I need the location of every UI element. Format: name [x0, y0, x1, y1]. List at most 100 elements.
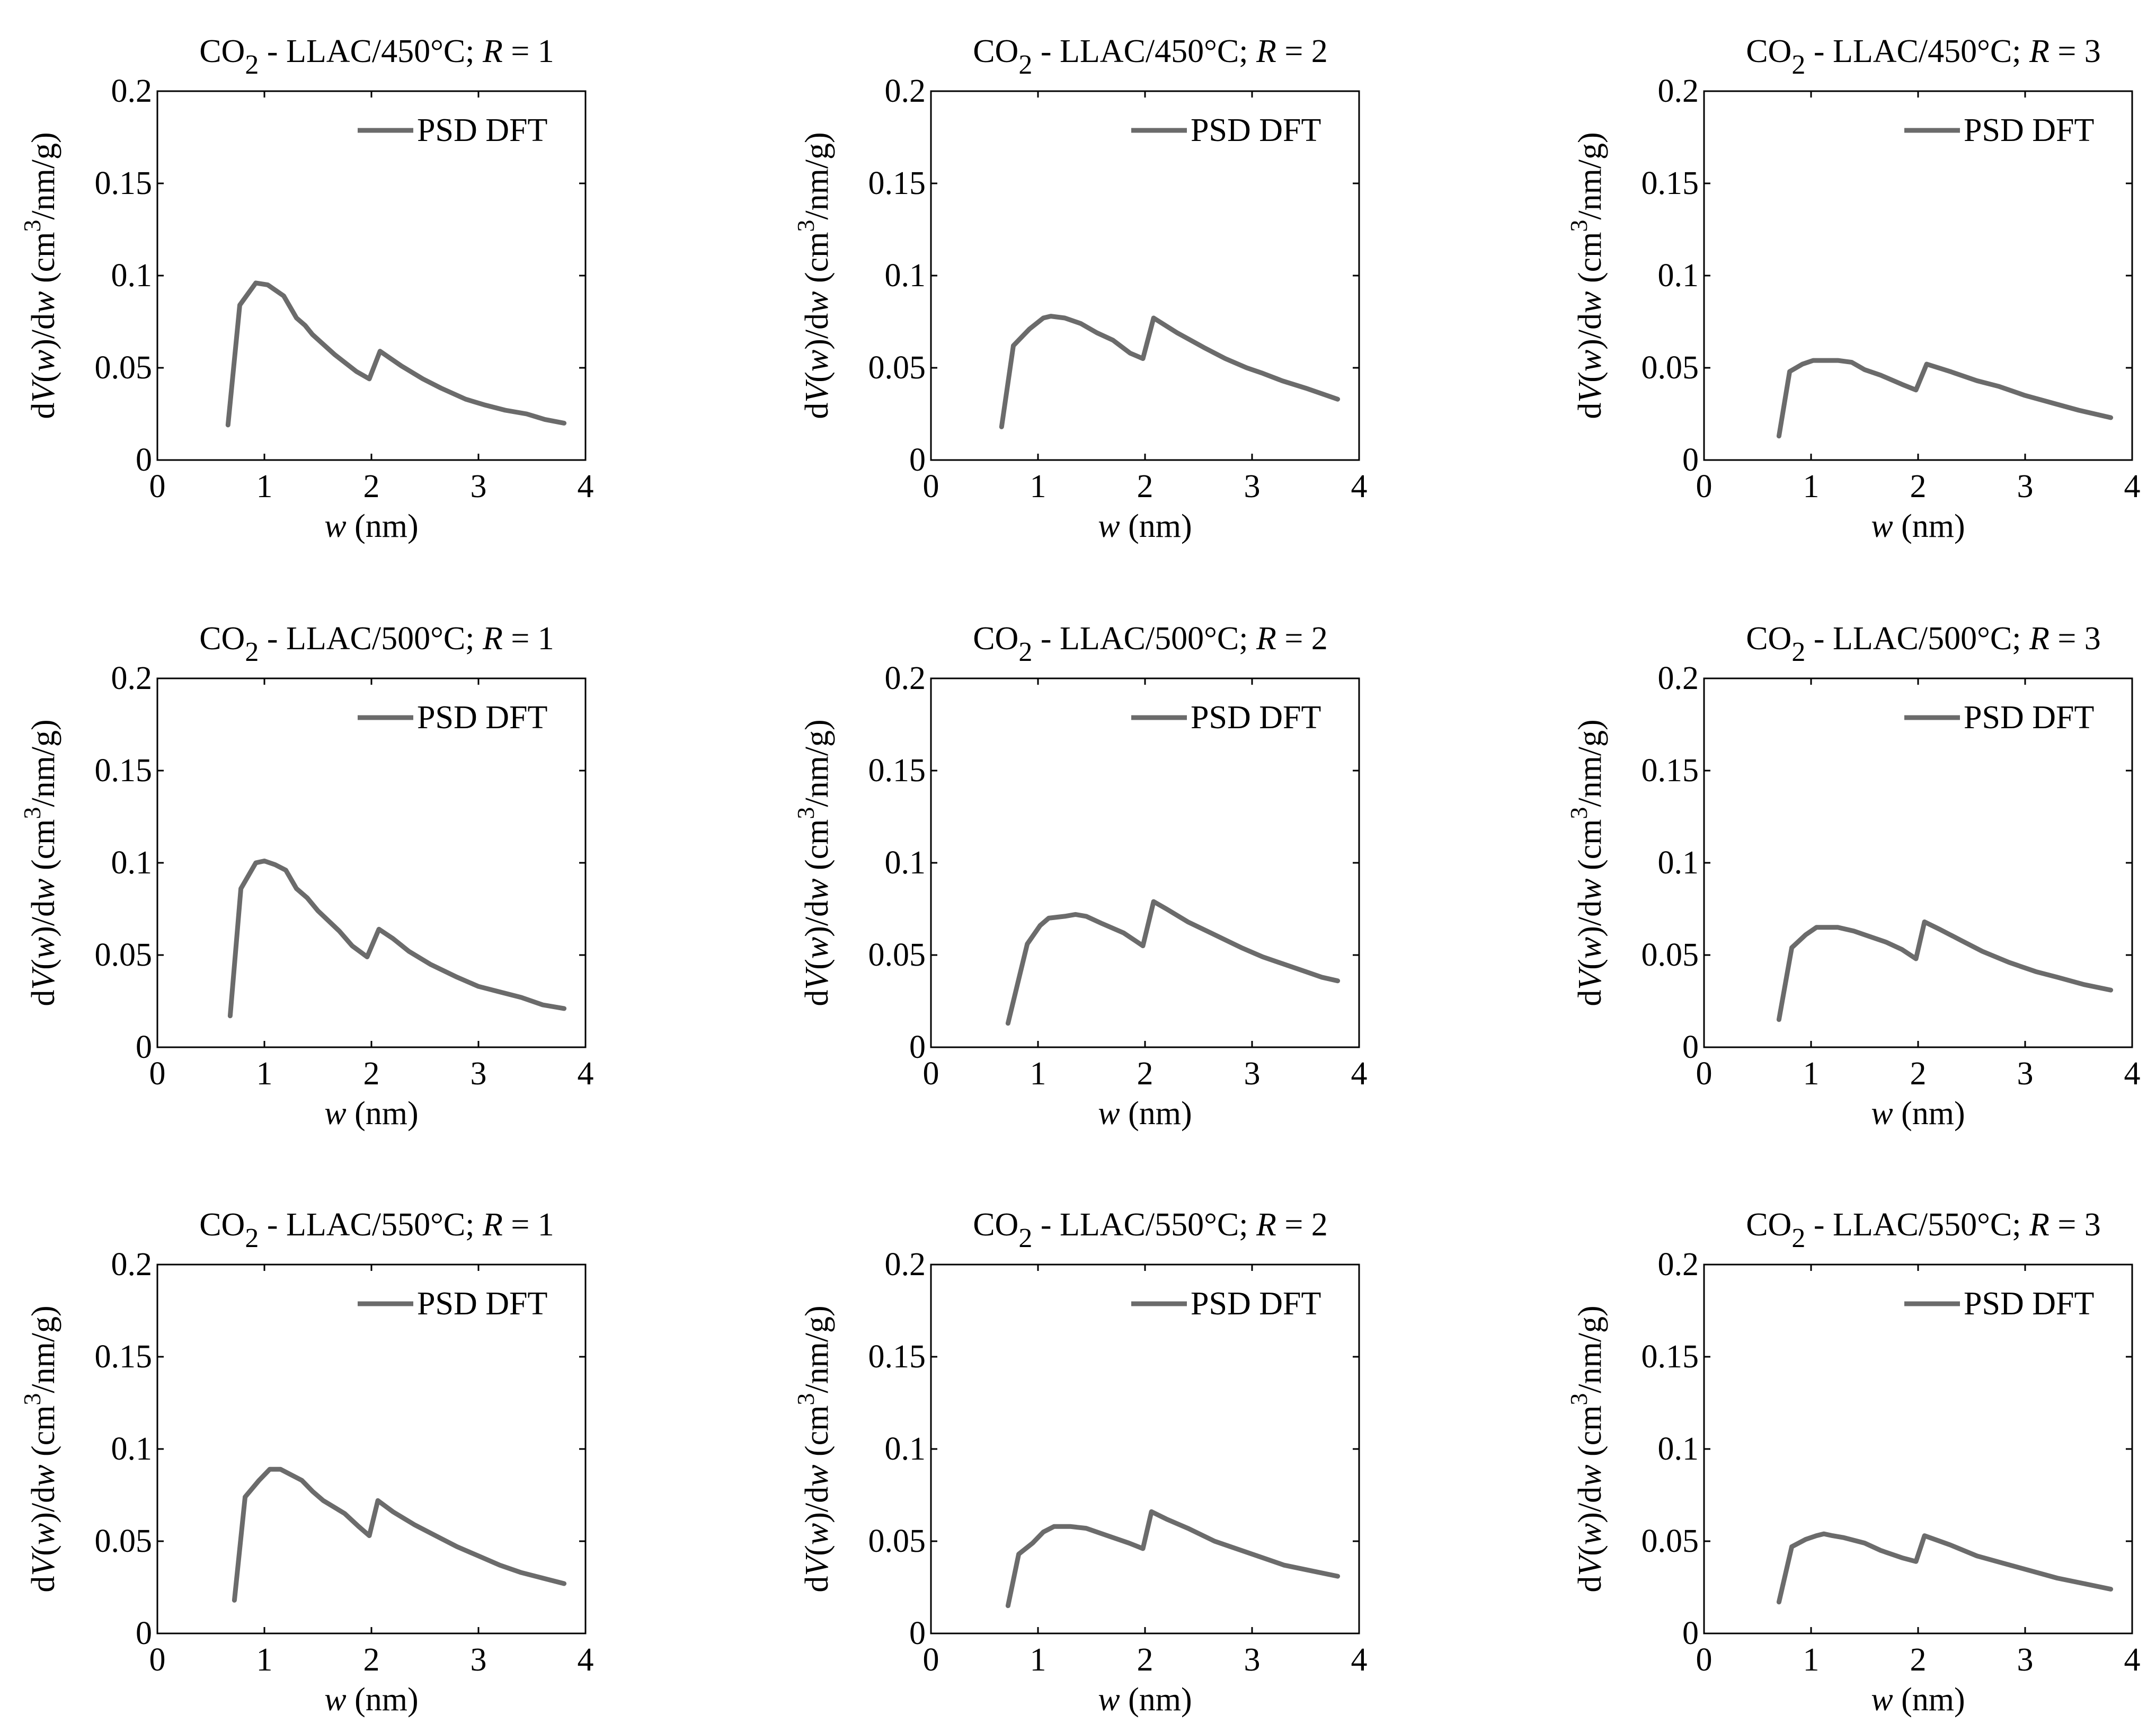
x-axis-label: w (nm) — [1098, 1095, 1192, 1132]
x-tick-label: 4 — [578, 1642, 594, 1678]
y-axis-close: )/d — [799, 900, 835, 937]
y-tick-label: 0.2 — [111, 660, 153, 696]
y-axis-unit-pre: (cm — [25, 1406, 61, 1465]
chart-title: CO2 - LLAC/450°C; R = 3 — [1746, 33, 2101, 80]
y-tick-label: 0.2 — [885, 73, 926, 109]
x-axis-unit: (nm) — [1120, 1682, 1192, 1718]
y-axis-var-w: w — [799, 1523, 835, 1545]
title-chem: CO — [1746, 33, 1791, 69]
title-variable: R — [1256, 33, 1276, 69]
x-axis-label: w (nm) — [1871, 1095, 1965, 1132]
x-tick-label: 4 — [578, 469, 594, 505]
x-axis-label: w (nm) — [1098, 508, 1192, 544]
y-tick-label: 0.15 — [95, 1339, 153, 1375]
x-tick-label: 0 — [923, 1642, 939, 1678]
y-axis-label: dV(w)/dw (cm3/nm/g) — [1565, 719, 1608, 1006]
x-tick-label: 2 — [363, 469, 380, 505]
x-tick-label: 1 — [256, 1642, 273, 1678]
y-axis-prefix: d — [25, 1576, 61, 1593]
y-tick-label: 0.1 — [111, 258, 153, 294]
y-axis-open: ( — [1572, 372, 1608, 383]
x-tick-label: 3 — [471, 1642, 487, 1678]
title-variable: R — [1256, 621, 1276, 657]
x-axis-variable: w — [324, 1095, 346, 1132]
y-tick-label: 0.1 — [1658, 1431, 1699, 1467]
y-axis-unit-pre: (cm — [25, 232, 61, 291]
y-axis-var-w: w — [799, 937, 835, 959]
x-tick-label: 3 — [471, 469, 487, 505]
x-tick-label: 0 — [1696, 469, 1713, 505]
y-axis-label: dV(w)/dw (cm3/nm/g) — [1565, 132, 1608, 419]
x-axis-variable: w — [1871, 1682, 1893, 1718]
x-tick-label: 2 — [363, 1056, 380, 1092]
y-axis-superscript: 3 — [19, 807, 46, 819]
y-axis-label: dV(w)/dw (cm3/nm/g) — [19, 719, 61, 1006]
title-text: - LLAC/450°C; — [259, 33, 483, 69]
y-axis-open: ( — [25, 1545, 61, 1556]
y-axis-var-w: w — [1572, 350, 1608, 372]
title-subscript: 2 — [1791, 1223, 1805, 1253]
chart-title: CO2 - LLAC/500°C; R = 3 — [1746, 621, 2101, 667]
y-tick-label: 0 — [1682, 442, 1699, 478]
title-chem: CO — [973, 1207, 1018, 1243]
x-tick-label: 0 — [149, 469, 166, 505]
x-axis-variable: w — [324, 1682, 346, 1718]
title-value: = 1 — [503, 621, 554, 657]
x-tick-label: 1 — [1803, 1642, 1820, 1678]
x-tick-label: 1 — [256, 1056, 273, 1092]
y-axis-open: ( — [799, 1545, 835, 1556]
y-axis-unit-post: /nm/g) — [1572, 132, 1608, 219]
y-tick-label: 0.1 — [885, 1431, 926, 1467]
y-axis-var-w: w — [25, 937, 61, 959]
x-tick-label: 1 — [1030, 469, 1046, 505]
y-tick-label: 0.05 — [95, 1523, 153, 1559]
x-tick-label: 2 — [363, 1642, 380, 1678]
y-axis-var-w: w — [25, 1523, 61, 1545]
y-axis-unit-post: /nm/g) — [799, 132, 835, 219]
y-axis-unit-pre: (cm — [799, 1406, 835, 1465]
y-axis-var-w2: w — [799, 1465, 835, 1487]
y-axis-var-v: V — [25, 1553, 61, 1576]
title-chem: CO — [199, 1207, 245, 1243]
y-axis-open: ( — [1572, 1545, 1608, 1556]
y-tick-label: 0.15 — [868, 753, 926, 789]
title-chem: CO — [1746, 1207, 1791, 1243]
y-tick-label: 0 — [909, 1029, 926, 1065]
title-subscript: 2 — [1018, 1223, 1032, 1253]
y-axis-unit-post: /nm/g) — [799, 1305, 835, 1393]
title-value: = 1 — [503, 33, 554, 69]
x-tick-label: 0 — [149, 1642, 166, 1678]
y-axis-close: )/d — [1572, 900, 1608, 937]
series-line-psd-dft — [227, 859, 567, 1019]
title-subscript: 2 — [1018, 50, 1032, 80]
x-tick-label: 3 — [1244, 1642, 1261, 1678]
x-tick-label: 4 — [2124, 469, 2141, 505]
y-tick-label: 0.1 — [111, 1431, 153, 1467]
title-text: - LLAC/450°C; — [1032, 33, 1256, 69]
x-axis-variable: w — [1871, 1095, 1893, 1132]
title-subscript: 2 — [1018, 637, 1032, 667]
y-axis-label: dV(w)/dw (cm3/nm/g) — [792, 132, 835, 419]
x-tick-label: 3 — [1244, 1056, 1261, 1092]
chart-panel-4: 0 1 2 3 4 0 0.05 0.1 0.15 0.2 CO2 - LLAC/500°C; R … — [19, 621, 594, 1132]
y-axis-unit-post: /nm/g) — [799, 719, 835, 807]
x-tick-label: 4 — [2124, 1056, 2141, 1092]
x-axis-variable: w — [1098, 1095, 1120, 1132]
y-tick-label: 0.2 — [885, 660, 926, 696]
series-line-psd-dft — [1776, 1531, 2114, 1605]
x-axis-label: w (nm) — [1098, 1682, 1192, 1718]
x-tick-label: 4 — [2124, 1642, 2141, 1678]
y-tick-label: 0.05 — [1642, 1523, 1699, 1559]
y-axis-open: ( — [799, 959, 835, 970]
x-tick-label: 1 — [1803, 1056, 1820, 1092]
y-tick-label: 0.05 — [1642, 937, 1699, 973]
y-tick-label: 0.05 — [868, 937, 926, 973]
x-tick-label: 2 — [1137, 469, 1154, 505]
chart-panel-6: 0 1 2 3 4 0 0.05 0.1 0.15 0.2 CO2 - LLAC/500°C; R … — [1565, 621, 2141, 1132]
y-axis-var-v: V — [1572, 967, 1608, 990]
title-variable: R — [2029, 33, 2049, 69]
y-axis-open: ( — [799, 372, 835, 383]
y-axis-unit-pre: (cm — [1572, 232, 1608, 291]
chart-panel-9: 0 1 2 3 4 0 0.05 0.1 0.15 0.2 CO2 - LLAC/550°C; R … — [1565, 1207, 2141, 1718]
title-value: = 3 — [2049, 33, 2101, 69]
